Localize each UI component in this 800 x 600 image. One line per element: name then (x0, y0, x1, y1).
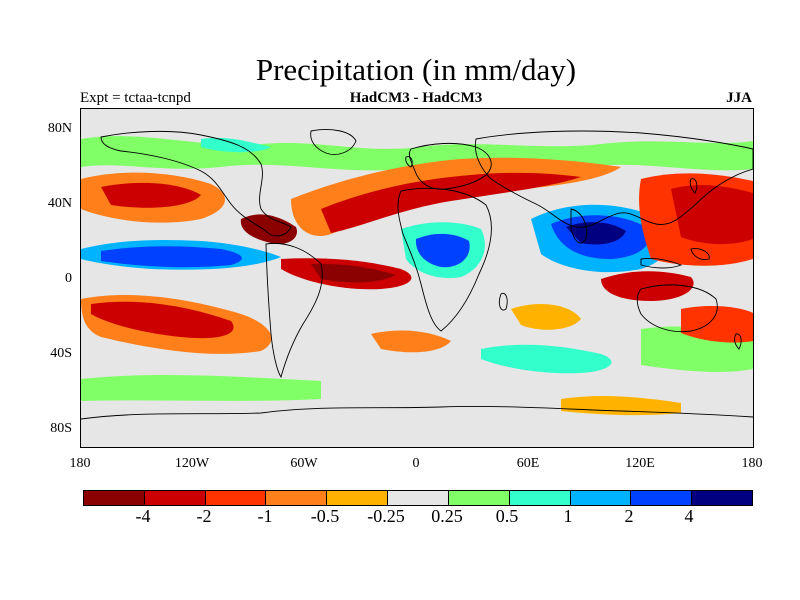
lat-label-80s: 80S (50, 421, 72, 436)
lon-label-0: 0 (412, 456, 420, 471)
colorbar-label: -0.25 (367, 506, 405, 526)
coast-asia (474, 130, 753, 228)
field-wet-south (481, 344, 612, 374)
coast-europe (408, 142, 492, 190)
colorbar (83, 490, 753, 506)
lat-label-80n: 80N (47, 121, 72, 136)
lon-label-120w: 120W (174, 456, 210, 471)
coast-japan (689, 178, 698, 194)
field-dry-south-pac2 (681, 306, 753, 343)
colorbar-label: -1 (257, 506, 273, 526)
colorbar-label: -2 (196, 506, 212, 526)
coast-greenland (310, 129, 357, 155)
coast-africa (397, 187, 492, 332)
colorbar-segment (387, 491, 448, 505)
colorbar-label: -4 (135, 506, 151, 526)
lon-label-60w: 60W (290, 456, 318, 471)
coast-south-america (265, 242, 323, 379)
colorbar-segment (691, 491, 752, 505)
coast-uk (405, 156, 413, 168)
colorbar-segment (265, 491, 327, 505)
colorbar-segment (326, 491, 388, 505)
coast-antarctica (81, 406, 753, 420)
field-wet-africa-core (415, 233, 470, 268)
lon-label-120e: 120E (625, 456, 655, 471)
map-title: Precipitation (in mm/day) (255, 52, 577, 87)
field-dry-caribbean (240, 214, 297, 245)
field-dry-south-ind (511, 304, 581, 330)
lat-label-40s: 40S (50, 346, 72, 361)
lon-label-60e: 60E (516, 456, 540, 471)
precipitation-map (80, 108, 754, 448)
anomaly-field (81, 136, 753, 416)
coast-australia (636, 284, 718, 333)
colorbar-label: 1 (563, 506, 573, 526)
coast-india (570, 208, 588, 244)
colorbar-label: 0.25 (431, 506, 463, 526)
field-dry-antarctic (561, 396, 681, 416)
field-dry-wpacific-core (671, 185, 753, 245)
field-dry-indo (601, 271, 694, 301)
experiment-label: Expt = tctaa-tcnpd (80, 90, 191, 106)
season-label: JJA (726, 90, 752, 106)
colorbar-segment (143, 491, 205, 505)
field-wet-south-2 (81, 375, 321, 401)
colorbar-label: 0.5 (495, 506, 519, 526)
map-svg (81, 129, 753, 420)
coast-new-zealand (734, 333, 742, 350)
colorbar-label: 4 (684, 506, 694, 526)
colorbar-segment (630, 491, 692, 505)
coast-indonesia (640, 248, 710, 269)
field-dry-south-atl (371, 330, 451, 353)
field-dry-spacific-core (91, 301, 234, 339)
colorbar-segment (569, 491, 631, 505)
colorbar-label: -0.5 (310, 506, 340, 526)
lat-label-40n: 40N (47, 196, 72, 211)
colorbar-segment (84, 491, 144, 505)
colorbar-segment (508, 491, 570, 505)
lat-label-eq: 0 (65, 271, 72, 286)
field-dry-npacific-core (101, 182, 201, 208)
lon-label-180w: 180 (69, 456, 91, 471)
field-wet-arctic-2 (201, 137, 271, 153)
coast-north-america (100, 130, 292, 237)
field-wet-itcz-core (101, 246, 242, 268)
field-dry-natlantic-core (321, 172, 581, 233)
model-label: HadCM3 - HadCM3 (349, 90, 483, 106)
coast-madagascar (498, 292, 508, 311)
colorbar-label: 2 (624, 506, 634, 526)
lon-label-180e: 180 (741, 456, 763, 471)
coastlines (81, 129, 753, 420)
field-dry-eq-atlantic-core (311, 263, 396, 283)
colorbar-segment (447, 491, 509, 505)
colorbar-segment (204, 491, 266, 505)
